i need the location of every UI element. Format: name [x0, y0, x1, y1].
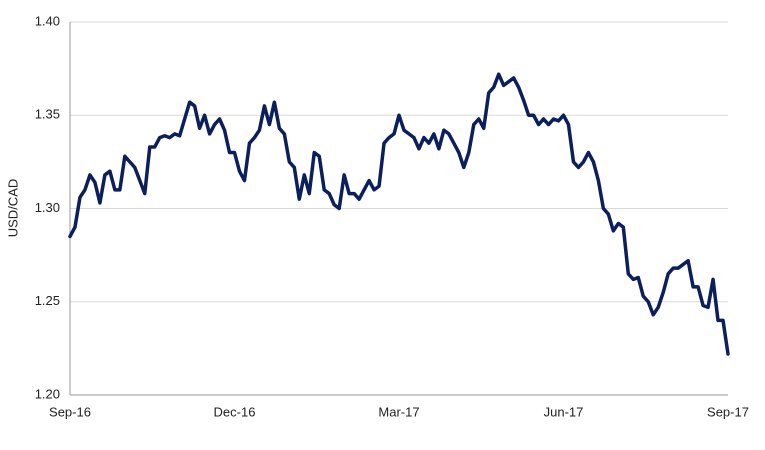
y-tick-label: 1.20: [35, 386, 60, 401]
x-tick-label: Mar-17: [378, 404, 419, 419]
x-tick-label: Jun-17: [544, 404, 584, 419]
x-tick-label: Dec-16: [214, 404, 256, 419]
x-tick-label: Sep-17: [707, 404, 749, 419]
y-tick-label: 1.40: [35, 13, 60, 28]
y-tick-label: 1.25: [35, 293, 60, 308]
x-tick-label: Sep-16: [49, 404, 91, 419]
y-axis-label: USD/CAD: [5, 179, 20, 238]
price-line: [68, 72, 730, 356]
y-tick-label: 1.35: [35, 107, 60, 122]
y-tick-label: 1.30: [35, 200, 60, 215]
